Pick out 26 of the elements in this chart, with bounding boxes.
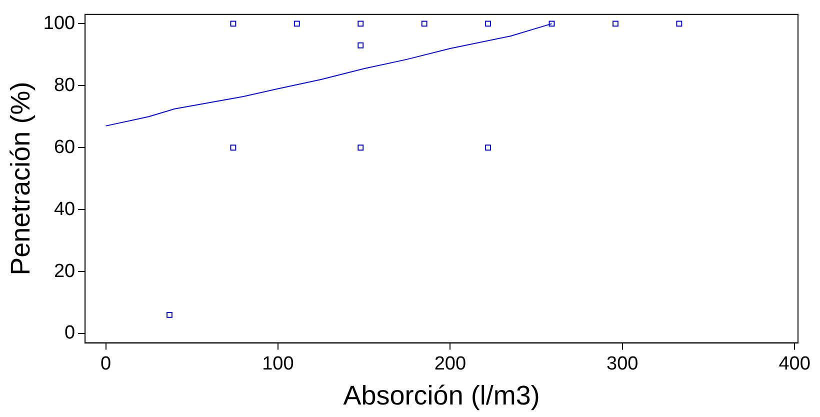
point	[294, 20, 300, 27]
x-tick-label: 100	[262, 353, 294, 374]
y-tick-label: 100	[43, 12, 76, 34]
point	[358, 42, 364, 48]
point	[612, 20, 618, 27]
y-tick-label: 20	[54, 260, 76, 282]
x-tick-label: 200	[434, 353, 466, 374]
point	[358, 20, 364, 27]
y-tick-label: 80	[54, 74, 76, 96]
y-tick-label: 60	[54, 136, 76, 158]
x-tick-label: 300	[606, 353, 638, 374]
y-axis-title: Penetración (%)	[6, 82, 36, 276]
point	[166, 312, 172, 318]
point	[421, 20, 428, 27]
point	[548, 20, 555, 27]
point	[230, 20, 236, 27]
point	[676, 20, 682, 27]
x-tick-label: 400	[778, 353, 810, 374]
y-tick-label: 0	[64, 322, 76, 344]
point	[230, 144, 236, 151]
x-axis-title: Absorción (l/m3)	[343, 380, 540, 410]
y-tick-label: 40	[54, 198, 76, 220]
point	[485, 144, 492, 151]
x-tick-label: 0	[100, 353, 112, 374]
point	[358, 144, 364, 151]
point	[485, 20, 492, 27]
